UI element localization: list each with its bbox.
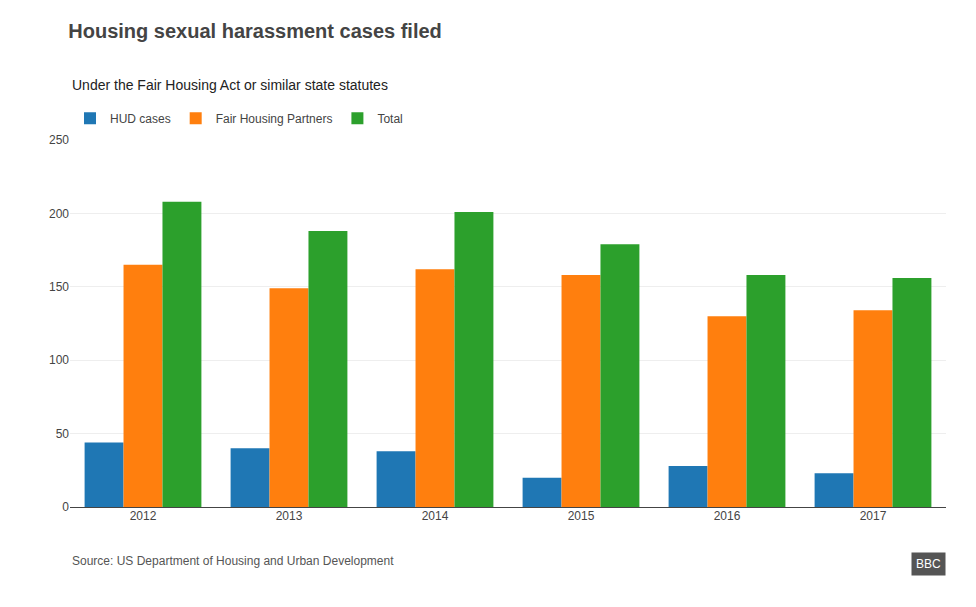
svg-text:250: 250	[49, 133, 69, 147]
svg-text:Fair Housing Partners: Fair Housing Partners	[216, 112, 333, 126]
svg-text:2015: 2015	[568, 509, 595, 523]
svg-text:Source: US Department of Housi: Source: US Department of Housing and Urb…	[72, 554, 394, 568]
svg-text:0: 0	[62, 500, 69, 514]
svg-text:150: 150	[49, 280, 69, 294]
svg-text:2012: 2012	[130, 509, 157, 523]
svg-text:2014: 2014	[422, 509, 449, 523]
svg-text:2016: 2016	[714, 509, 741, 523]
svg-text:HUD cases: HUD cases	[110, 112, 171, 126]
svg-text:100: 100	[49, 353, 69, 367]
svg-text:Total: Total	[377, 112, 402, 126]
svg-text:Under the Fair Housing Act or: Under the Fair Housing Act or similar st…	[72, 77, 388, 93]
svg-text:2013: 2013	[276, 509, 303, 523]
svg-text:200: 200	[49, 207, 69, 221]
svg-text:2017: 2017	[860, 509, 887, 523]
svg-text:50: 50	[56, 427, 70, 441]
svg-text:Housing sexual harassment case: Housing sexual harassment cases filed	[68, 20, 442, 42]
svg-text:BBC: BBC	[916, 557, 941, 571]
